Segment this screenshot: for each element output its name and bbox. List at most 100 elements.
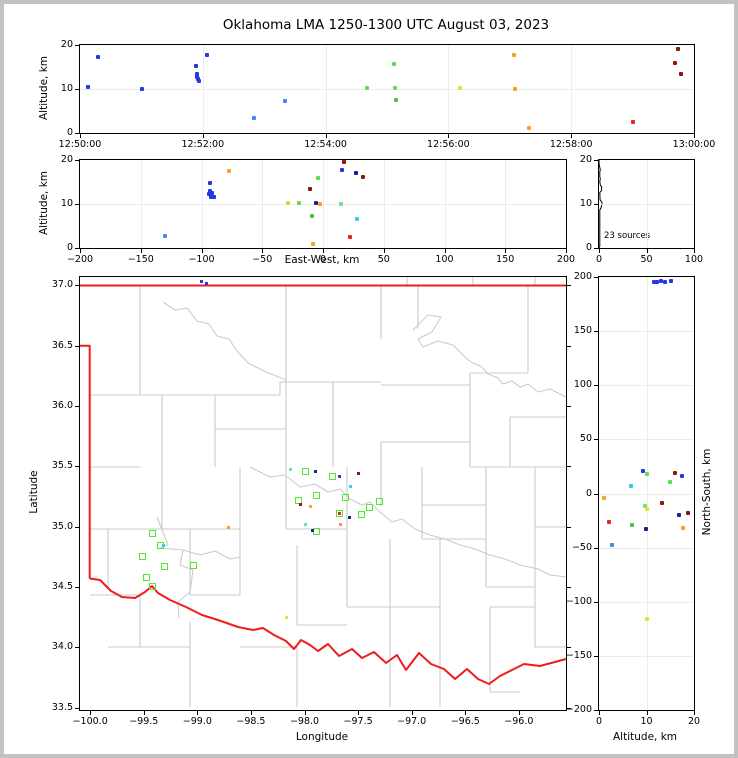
lma-source-point xyxy=(678,72,683,77)
x-tick-label: 150 xyxy=(496,254,515,265)
lma-source-point xyxy=(673,470,678,475)
x-tick-label: −96.0 xyxy=(504,716,534,727)
x-tick-label: −99.5 xyxy=(129,716,159,727)
x-tick-label: 13:00:00 xyxy=(672,139,716,150)
flash-extent-square xyxy=(357,511,365,519)
lma-source-point xyxy=(667,479,672,484)
lma-source-point xyxy=(644,617,649,622)
x-tick-label: −98.5 xyxy=(236,716,266,727)
x-tick-mark xyxy=(262,249,264,253)
y-tick-mark xyxy=(75,526,79,528)
flash-extent-square xyxy=(302,467,310,475)
y-tick-mark xyxy=(594,439,598,441)
lma-source-point xyxy=(675,47,680,52)
x-tick-label: 12:54:00 xyxy=(304,139,347,150)
lma-source-point xyxy=(606,519,611,524)
oklahoma-county-map xyxy=(80,277,567,707)
y-tick-label: 33.5 xyxy=(51,701,73,713)
x-tick-label: −200 xyxy=(66,254,94,265)
altitude-histogram-line xyxy=(598,160,603,249)
altitude-histogram-panel: 23 sources 0 50 100 0 10 20 xyxy=(580,154,703,265)
x-tick-label: 10 xyxy=(640,716,653,727)
y-tick-label: 150 xyxy=(573,325,592,337)
lma-source-point xyxy=(349,485,353,489)
y-tick-mark xyxy=(75,647,79,649)
y-tick-label: 0 xyxy=(585,487,592,499)
y-tick-label: 37.0 xyxy=(51,279,73,291)
lma-source-point xyxy=(392,62,397,67)
x-axis-label-map: Longitude xyxy=(295,731,349,743)
y-tick-mark xyxy=(75,204,79,205)
lma-source-point xyxy=(298,503,302,507)
flash-extent-square xyxy=(148,530,156,538)
source-count-annotation: 23 sources xyxy=(604,231,651,241)
x-tick-mark xyxy=(448,134,450,138)
y-tick-mark xyxy=(594,331,598,333)
lma-source-point xyxy=(205,281,209,285)
gridline-horizontal xyxy=(80,204,566,205)
y-tick-label: 0 xyxy=(585,242,592,253)
lma-source-point xyxy=(651,280,656,285)
y-tick-mark xyxy=(75,707,79,709)
flash-extent-square xyxy=(312,527,320,535)
lma-source-point xyxy=(672,61,677,66)
lma-source-point xyxy=(309,504,313,508)
x-tick-mark xyxy=(505,249,507,253)
x-tick-label: 12:58:00 xyxy=(549,139,593,150)
lma-source-point xyxy=(686,510,691,515)
y-tick-label: 20 xyxy=(579,154,592,165)
time-altitude-panel: 12:50:00 12:52:00 12:54:00 12:56:00 12:58:00… xyxy=(59,39,716,150)
lma-source-point xyxy=(338,474,342,478)
gridline-horizontal xyxy=(599,439,694,441)
x-tick-label: 12:56:00 xyxy=(427,139,470,150)
x-tick-label: 50 xyxy=(377,254,390,265)
lma-source-point xyxy=(393,85,398,90)
lma-source-point xyxy=(394,98,399,103)
lma-source-point xyxy=(161,544,165,548)
lma-source-point xyxy=(194,74,199,79)
lma-source-point xyxy=(364,85,369,90)
y-axis-label-map: Latitude xyxy=(28,470,40,514)
x-tick-label: 100 xyxy=(435,254,454,265)
x-tick-mark xyxy=(202,134,204,138)
y-tick-mark xyxy=(75,160,79,161)
lma-source-point xyxy=(206,191,211,196)
lma-source-point xyxy=(512,87,517,91)
y-tick-label: −50 xyxy=(571,541,592,553)
lma-source-point xyxy=(644,527,649,532)
x-tick-mark xyxy=(143,711,145,715)
y-tick-mark xyxy=(75,133,79,134)
county-borders xyxy=(90,277,567,707)
x-tick-mark xyxy=(250,711,252,715)
state-border xyxy=(80,284,567,685)
lma-source-point xyxy=(676,513,681,518)
y-tick-mark xyxy=(594,204,598,205)
lma-source-point xyxy=(340,167,345,172)
y-tick-mark xyxy=(75,345,79,347)
lma-source-point xyxy=(527,125,532,130)
y-tick-label: 200 xyxy=(573,271,592,282)
x-tick-label: 12:50:00 xyxy=(58,139,102,150)
x-tick-mark xyxy=(140,249,142,253)
lma-source-point xyxy=(285,201,290,206)
lma-source-point xyxy=(284,615,288,619)
y-tick-label: 50 xyxy=(579,433,592,445)
lma-source-point xyxy=(457,86,462,91)
y-tick-label: −200 xyxy=(565,704,592,715)
gridline-horizontal xyxy=(599,385,694,387)
flash-extent-square xyxy=(366,503,374,511)
lma-source-point xyxy=(316,176,321,181)
y-axis-label-ns-panel: North-South, km xyxy=(701,448,713,536)
y-tick-mark-right xyxy=(567,345,571,347)
flash-extent-square xyxy=(139,553,147,561)
lma-source-point xyxy=(313,469,317,473)
x-tick-mark xyxy=(358,711,360,715)
lma-source-point xyxy=(643,504,648,509)
lma-source-point xyxy=(355,216,360,221)
y-tick-mark xyxy=(75,285,79,287)
lma-source-point xyxy=(310,528,314,532)
x-tick-mark xyxy=(646,249,648,253)
lma-source-point xyxy=(200,280,204,284)
y-tick-label: 20 xyxy=(60,154,73,165)
